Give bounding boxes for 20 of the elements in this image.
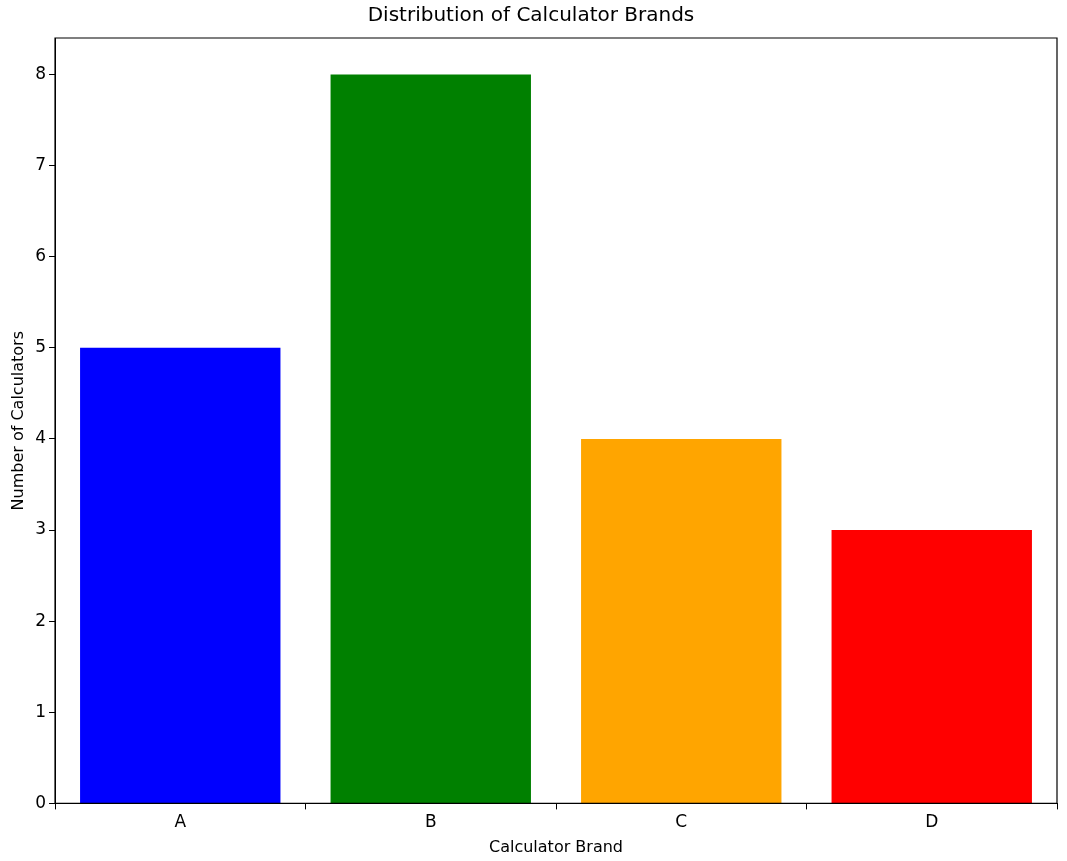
y-tick-label: 1: [35, 700, 47, 721]
bar: [330, 74, 531, 803]
chart-title: Distribution of Calculator Brands: [367, 2, 695, 27]
y-tick-label: 0: [35, 791, 47, 812]
y-tick-label: 4: [35, 427, 47, 448]
y-tick-label: 6: [35, 245, 47, 266]
y-tick-label: 2: [35, 609, 47, 630]
y-tick-label: 8: [35, 62, 47, 83]
bar: [581, 438, 782, 803]
x-axis-title: Calculator Brand: [489, 836, 624, 856]
y-tick-label: 7: [35, 153, 47, 174]
y-axis-title: Number of Calculators: [7, 330, 27, 511]
x-tick-label: C: [675, 811, 688, 832]
y-tick-label: 5: [35, 336, 47, 357]
bar: [831, 530, 1032, 803]
y-tick-label: 3: [35, 518, 47, 539]
x-tick-label: A: [174, 811, 187, 832]
bar: [80, 347, 281, 803]
x-tick-label: D: [925, 811, 939, 832]
x-tick-label: B: [424, 811, 437, 832]
